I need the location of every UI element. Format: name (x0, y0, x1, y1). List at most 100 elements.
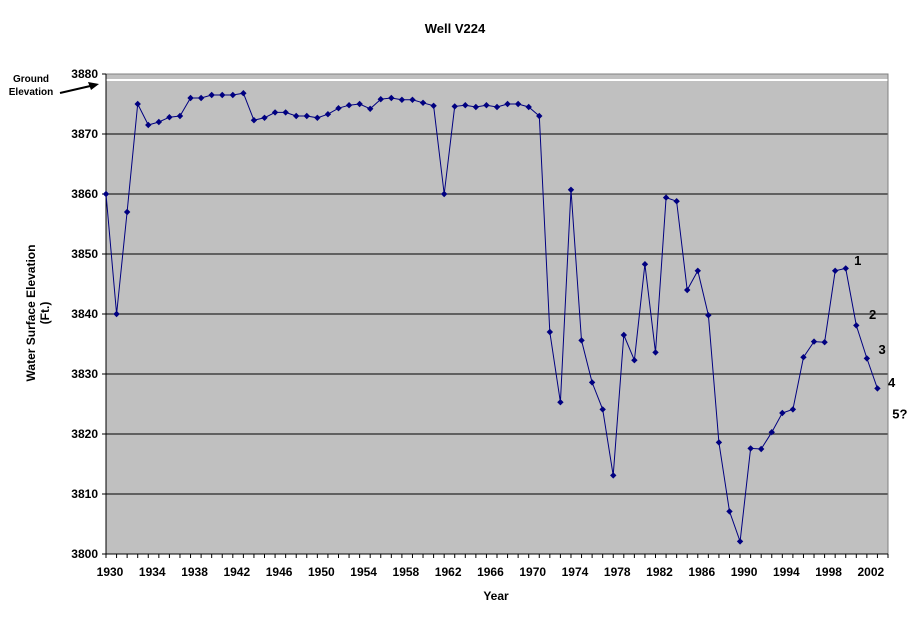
x-tick-label: 1954 (350, 565, 377, 579)
data-point (419, 99, 427, 106)
x-tick-label: 1962 (435, 565, 462, 579)
ground-elevation-arrowhead (88, 82, 99, 90)
data-point (831, 267, 839, 274)
x-tick-label: 1966 (477, 565, 504, 579)
data-point (197, 94, 205, 102)
data-point (736, 538, 744, 545)
data-point (271, 109, 279, 116)
ground-elevation-arrow (59, 84, 94, 94)
annotation-label: 4 (888, 375, 896, 390)
data-point (134, 100, 141, 108)
data-point (546, 328, 554, 336)
x-tick-label: 1998 (815, 565, 842, 579)
data-point (145, 121, 152, 129)
x-tick-label: 1934 (139, 565, 166, 579)
data-point (525, 103, 532, 111)
ground-elevation-label-line2: Elevation (9, 87, 53, 98)
annotation-label: 2 (869, 307, 876, 322)
y-tick-label: 3850 (71, 247, 98, 261)
data-point (462, 102, 469, 109)
x-tick-label: 1986 (688, 565, 715, 579)
y-axis-title: Water Surface Elevation (24, 245, 38, 382)
data-point (641, 261, 649, 268)
data-point (430, 102, 437, 109)
data-point (229, 91, 237, 99)
data-point (335, 105, 342, 112)
x-tick-label: 1946 (266, 565, 293, 579)
x-tick-label: 2002 (858, 565, 885, 579)
x-tick-label: 1938 (181, 565, 208, 579)
data-point (293, 112, 300, 120)
data-point (504, 100, 511, 108)
data-point (261, 114, 268, 121)
ground-elevation-label: Ground (13, 74, 49, 85)
data-point (684, 286, 691, 294)
data-point (853, 322, 860, 329)
data-point (631, 357, 638, 364)
data-point (377, 96, 384, 103)
data-point (324, 111, 332, 118)
data-point (113, 310, 120, 318)
y-tick-label: 3820 (71, 427, 98, 441)
data-point (345, 102, 353, 109)
data-point (715, 439, 723, 446)
data-point (821, 339, 828, 346)
data-point (303, 112, 310, 120)
y-axis-title-unit: (Ft.) (38, 302, 52, 325)
data-point (166, 114, 173, 121)
data-point (483, 102, 490, 109)
x-tick-label: 1930 (97, 565, 124, 579)
x-tick-label: 1942 (223, 565, 250, 579)
data-point (536, 112, 543, 120)
y-tick-label: 3800 (71, 547, 98, 561)
data-point (240, 90, 247, 97)
x-tick-label: 1974 (562, 565, 589, 579)
data-point (620, 331, 628, 339)
y-tick-label: 3880 (71, 67, 98, 81)
data-point (662, 194, 670, 201)
data-point (208, 91, 215, 99)
y-tick-label: 3810 (71, 487, 98, 501)
y-tick-label: 3860 (71, 187, 98, 201)
data-point (451, 103, 458, 110)
data-point (610, 472, 617, 479)
data-point (578, 337, 585, 344)
data-point (779, 409, 786, 417)
annotation-label: 3 (878, 342, 885, 357)
data-point (366, 105, 374, 112)
annotation-label: 1 (854, 253, 861, 268)
data-point (747, 445, 754, 452)
data-point (705, 312, 712, 319)
x-axis-title: Year (483, 589, 509, 603)
plot-area: 3800 3810 3820 3830 3840 3850 3860 3870 3880 1930… (71, 67, 889, 579)
data-point (514, 100, 522, 108)
x-tick-label: 1982 (646, 565, 673, 579)
data-point (176, 112, 184, 120)
data-point (472, 103, 480, 111)
x-tick-label: 1978 (604, 565, 631, 579)
x-tick-label: 1990 (731, 565, 758, 579)
x-tick-label: 1950 (308, 565, 335, 579)
data-point (356, 100, 363, 108)
data-point (810, 338, 818, 345)
y-axis-title-group: Water Surface Elevation (Ft.) (24, 245, 52, 382)
data-point (493, 103, 501, 111)
data-point (673, 198, 680, 205)
data-point (187, 94, 194, 102)
x-tick-label: 1970 (519, 565, 546, 579)
y-tick-label: 3870 (71, 127, 98, 141)
data-point (398, 96, 406, 103)
data-point (155, 118, 163, 126)
data-point (219, 91, 226, 99)
data-point (314, 114, 321, 121)
data-point (588, 379, 596, 386)
data-point (282, 109, 289, 116)
data-point (567, 186, 575, 193)
data-point (557, 399, 564, 406)
data-point (652, 349, 659, 356)
data-point (768, 429, 775, 436)
data-point (757, 445, 765, 453)
data-point (409, 96, 416, 103)
